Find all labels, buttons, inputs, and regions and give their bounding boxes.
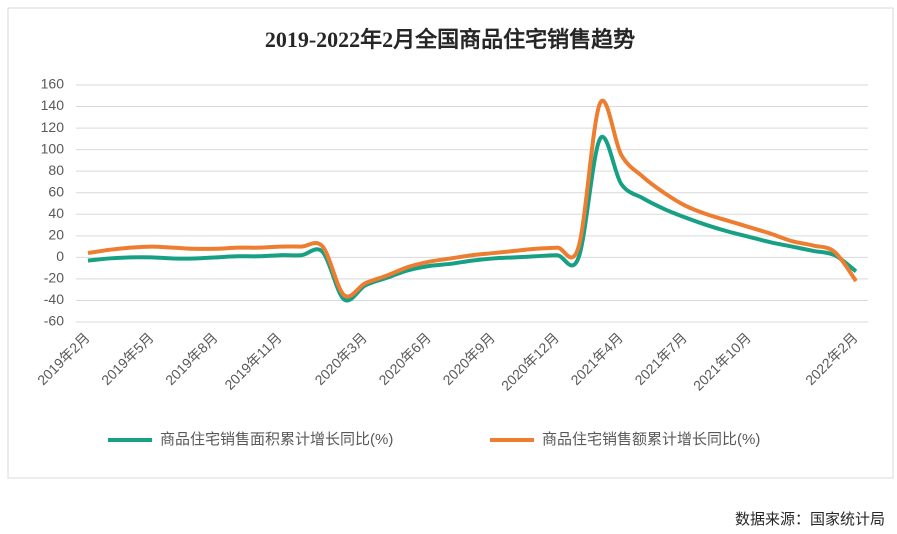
series-line — [87, 98, 858, 299]
y-tick-label: -40 — [44, 291, 64, 307]
y-tick-label: 0 — [56, 248, 64, 264]
y-tick-label: 120 — [41, 119, 65, 135]
y-tick-label: 20 — [48, 227, 64, 243]
chart-frame — [7, 7, 894, 479]
y-tick-label: -20 — [44, 270, 64, 286]
series-line — [87, 134, 858, 303]
y-tick-label: 80 — [48, 162, 64, 178]
source-note: 数据来源：国家统计局 — [735, 511, 885, 528]
chart-title: 2019-2022年2月全国商品住宅销售趋势 — [265, 27, 635, 52]
legend-label: 商品住宅销售额累计增长同比(%) — [542, 431, 760, 448]
legend-label: 商品住宅销售面积累计增长同比(%) — [160, 431, 393, 448]
y-tick-label: 40 — [48, 205, 64, 221]
y-tick-label: 160 — [41, 76, 65, 92]
y-tick-label: 100 — [41, 140, 65, 156]
y-tick-label: 60 — [48, 183, 64, 199]
y-tick-label: -60 — [44, 313, 64, 329]
y-tick-label: 140 — [41, 97, 65, 113]
